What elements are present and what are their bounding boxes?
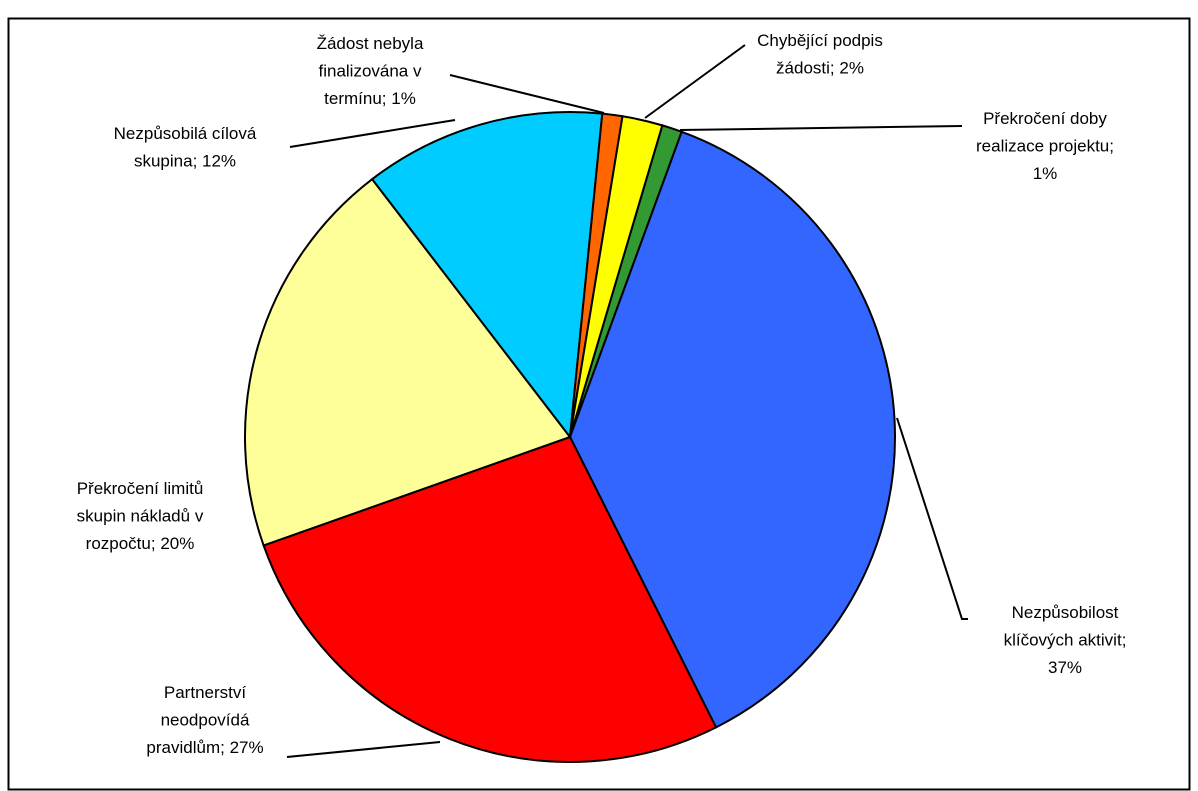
data-label: Překročení doby realizace projektu; 1% bbox=[976, 109, 1114, 183]
data-label-part: skupina bbox=[134, 152, 193, 171]
data-label-part: finalizována bbox=[318, 62, 408, 81]
data-label-part: podpis bbox=[828, 31, 883, 50]
data-label-part: aktivit bbox=[1074, 631, 1122, 650]
data-label-part: projektu bbox=[1044, 137, 1109, 156]
data-label-part: Překročení bbox=[983, 109, 1065, 128]
leader-line bbox=[644, 44, 746, 119]
data-label-part: 12% bbox=[197, 152, 236, 171]
data-label-part: Nezpůsobilost bbox=[1012, 603, 1119, 622]
data-label-line: realizace projektu; bbox=[976, 137, 1114, 156]
leader-line bbox=[679, 125, 963, 131]
data-label: Nezpůsobilost klíčových aktivit; 37% bbox=[1004, 603, 1127, 677]
data-label-line: skupin nákladů v bbox=[77, 507, 204, 526]
data-label-part: neodpovídá bbox=[161, 711, 250, 730]
data-label-part: nebyla bbox=[369, 34, 424, 53]
label-separator: ; bbox=[1109, 137, 1114, 156]
data-label-part: 2% bbox=[835, 59, 864, 78]
data-label-part: realizace bbox=[976, 137, 1044, 156]
data-label-part: v bbox=[408, 62, 422, 81]
data-label-part: Nezpůsobilá bbox=[114, 124, 208, 143]
leader-line bbox=[286, 741, 441, 758]
data-label-part: 1% bbox=[1033, 164, 1058, 183]
data-label-line: finalizována v bbox=[318, 62, 422, 81]
data-label-part: Žádost bbox=[317, 34, 369, 53]
data-label-part: klíčových bbox=[1004, 631, 1074, 650]
data-label: Partnerství neodpovídá pravidlům; 27% bbox=[146, 683, 263, 757]
data-label-line: klíčových aktivit; bbox=[1004, 631, 1127, 650]
label-separator: ; bbox=[830, 59, 835, 78]
data-label-line: neodpovídá bbox=[161, 711, 250, 730]
data-label-line: 1% bbox=[1033, 164, 1058, 183]
data-label: Žádost nebyla finalizována v termínu; 1% bbox=[317, 34, 424, 108]
data-label-part: doby bbox=[1065, 109, 1107, 128]
leader-line bbox=[896, 417, 968, 620]
pie-slice bbox=[370, 111, 604, 440]
data-label-part: cílová bbox=[207, 124, 257, 143]
data-label-line: termínu; 1% bbox=[324, 89, 416, 108]
data-label-part: žádosti bbox=[776, 59, 830, 78]
leader-line bbox=[289, 119, 456, 148]
data-label-part: 27% bbox=[225, 738, 264, 757]
data-label-part: Chybějící bbox=[757, 31, 828, 50]
label-separator: ; bbox=[1122, 631, 1127, 650]
data-label-part: v bbox=[190, 507, 204, 526]
data-label-line: 37% bbox=[1048, 658, 1082, 677]
label-separator: ; bbox=[382, 89, 387, 108]
label-separator: ; bbox=[193, 152, 198, 171]
data-label-part: nákladů bbox=[126, 507, 190, 526]
pie-slice bbox=[244, 177, 572, 547]
data-label-line: Překročení doby bbox=[983, 109, 1107, 128]
data-label-part: Překročení bbox=[77, 479, 159, 498]
data-label: Nezpůsobilá cílová skupina; 12% bbox=[114, 124, 257, 171]
data-label-part: 37% bbox=[1048, 658, 1082, 677]
data-label: Chybějící podpis žádosti; 2% bbox=[757, 31, 883, 78]
data-label-part: skupin bbox=[77, 507, 126, 526]
data-label-part: Partnerství bbox=[164, 683, 246, 702]
data-label-line: pravidlům; 27% bbox=[146, 738, 263, 757]
data-label-line: žádosti; 2% bbox=[776, 59, 864, 78]
leader-line bbox=[449, 74, 605, 114]
data-label-line: Nezpůsobilá cílová bbox=[114, 124, 257, 143]
label-separator: ; bbox=[151, 534, 156, 553]
data-label-line: Nezpůsobilost bbox=[1012, 603, 1119, 622]
pie-slice bbox=[568, 130, 896, 729]
data-label-part: rozpočtu bbox=[86, 534, 151, 553]
data-label-line: Chybějící podpis bbox=[757, 31, 883, 50]
data-label-line: rozpočtu; 20% bbox=[86, 534, 195, 553]
data-label-part: 20% bbox=[156, 534, 195, 553]
data-label-line: Partnerství bbox=[164, 683, 246, 702]
data-label: Překročení limitů skupin nákladů v rozpočt… bbox=[77, 479, 204, 553]
data-label-line: Překročení limitů bbox=[77, 479, 204, 498]
data-label-part: pravidlům bbox=[146, 738, 220, 757]
pie-slice bbox=[262, 435, 718, 763]
data-label-line: skupina; 12% bbox=[134, 152, 236, 171]
data-label-part: limitů bbox=[159, 479, 203, 498]
data-label-line: Žádost nebyla bbox=[317, 34, 424, 53]
data-label-part: 1% bbox=[387, 89, 416, 108]
data-label-part: termínu bbox=[324, 89, 382, 108]
label-separator: ; bbox=[220, 738, 225, 757]
pie-slice bbox=[569, 115, 664, 438]
